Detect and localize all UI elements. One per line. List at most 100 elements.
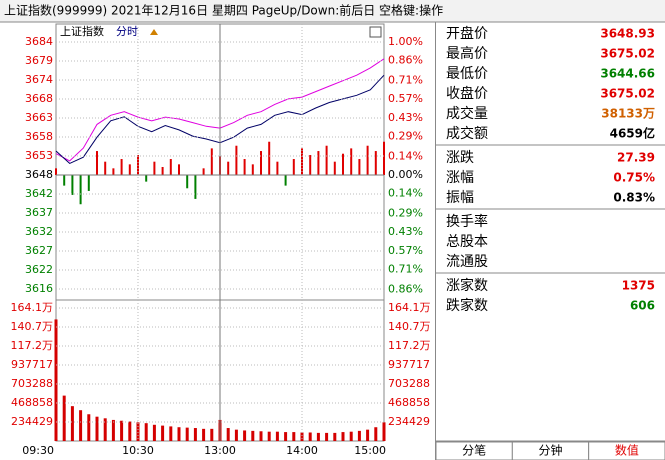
y-tick-label: 234429 [11, 415, 53, 428]
volume-bar [333, 432, 337, 441]
tab[interactable] [588, 441, 665, 460]
panel-label: 最高价 [446, 45, 488, 62]
y-tick-label: 3674 [25, 73, 53, 86]
volume-bar [325, 432, 329, 441]
volume-bar [366, 429, 370, 441]
volume-bar [202, 428, 206, 441]
panel-value: 27.39 [617, 151, 655, 165]
y-tick-label: 3663 [25, 111, 53, 124]
panel-label: 成交额 [446, 125, 488, 142]
panel-label: 开盘价 [446, 25, 488, 42]
tab-label[interactable]: 数值 [615, 443, 639, 458]
x-tick-label: 10:30 [122, 444, 154, 457]
chart-mode[interactable]: 分时 [116, 25, 138, 38]
y-tick-label: 3653 [25, 149, 53, 162]
volume-bar [374, 427, 378, 441]
panel-value: 606 [630, 299, 655, 313]
y-tick-label: 3648 [25, 168, 53, 181]
y-tick-label: 3632 [25, 225, 53, 238]
volume-bar [161, 425, 165, 441]
panel-label: 成交量 [446, 105, 488, 122]
y2-tick-label: 0.86% [388, 54, 423, 67]
y-tick-label: 3684 [25, 35, 53, 48]
marks [54, 58, 386, 441]
y2-tick-label: 0.43% [388, 225, 423, 238]
volume-bar [251, 430, 255, 441]
panel-label: 最低价 [446, 66, 488, 82]
volume-bar [275, 431, 279, 441]
x-tick-label: 15:00 [354, 444, 386, 457]
y2-tick-label: 0.29% [388, 129, 423, 142]
title-bar [0, 0, 665, 22]
panel-value: 1375 [622, 279, 655, 293]
y2-tick-label: 0.57% [388, 244, 423, 257]
volume-bar [210, 428, 214, 441]
panel-value: 0.83% [613, 191, 655, 205]
y-tick-label: 3627 [25, 244, 53, 257]
volume-bar [226, 428, 230, 441]
title-text: 上证指数(999999) 2021年12月16日 星期四 PageUp/Down… [4, 3, 443, 18]
panel-label: 涨幅 [446, 170, 474, 186]
volume-bar [95, 416, 99, 441]
y2-tick-label: 117.2万 [388, 339, 431, 352]
y2-tick-label: 0.14% [388, 187, 423, 200]
panel-label: 换手率 [446, 213, 488, 230]
x-tick-label: 09:30 [22, 444, 54, 457]
y2-tick-label: 140.7万 [388, 320, 431, 333]
y2-tick-label: 703288 [388, 377, 430, 390]
volume-bar [111, 419, 115, 441]
y-tick-label: 140.7万 [11, 320, 54, 333]
tab-label[interactable]: 分笔 [462, 443, 486, 458]
volume-bar [136, 422, 140, 441]
volume-bar [284, 432, 288, 441]
volume-bar [267, 431, 271, 441]
y2-tick-label: 0.43% [388, 111, 423, 124]
chart-title: 上证指数 [60, 24, 104, 38]
volume-bar [185, 427, 189, 441]
panel-label: 涨家数 [446, 277, 488, 294]
panel-value: 3648.93 [600, 27, 655, 41]
tab-label[interactable]: 分钟 [538, 443, 562, 458]
volume-bar [259, 431, 263, 441]
y-tick-label: 3616 [25, 282, 53, 295]
y-tick-label: 3642 [25, 187, 53, 200]
y-tick-label: 164.1万 [11, 301, 54, 314]
panel-value: 38133万 [601, 107, 655, 121]
panel-value: 0.75% [613, 171, 655, 185]
volume-bar [54, 319, 58, 441]
panel-label: 流通股 [446, 254, 488, 270]
y-tick-label: 703288 [11, 377, 53, 390]
volume-bar [152, 424, 156, 441]
icon[interactable] [150, 29, 158, 35]
y2-tick-label: 0.14% [388, 149, 423, 162]
y-tick-label: 3658 [25, 130, 53, 143]
y-tick-label: 3637 [25, 206, 53, 219]
volume-bar [120, 420, 124, 441]
volume-bar [300, 432, 304, 441]
y-tick-label: 117.2万 [11, 339, 54, 352]
volume-bar [87, 414, 91, 441]
x-tick-label: 13:00 [204, 444, 236, 457]
panel-label: 涨跌 [446, 150, 474, 166]
window-button[interactable] [369, 26, 382, 38]
y2-tick-label: 234429 [388, 415, 430, 428]
panel-label: 振幅 [446, 190, 474, 206]
y-tick-label: 937717 [11, 358, 53, 371]
y-tick-label: 3668 [25, 92, 53, 105]
y2-tick-label: 937717 [388, 358, 430, 371]
volume-bar [234, 429, 238, 441]
panel-label: 跌家数 [446, 297, 488, 314]
y-tick-label: 3622 [25, 263, 53, 276]
volume-bar [128, 421, 132, 441]
y2-tick-label: 0.71% [388, 74, 423, 87]
y2-tick-label: 0.00% [388, 168, 423, 181]
volume-bar [177, 427, 181, 441]
y-tick-label: 3679 [25, 54, 53, 67]
panel-value: 4659亿 [610, 126, 655, 141]
panel-label: 收盘价 [446, 85, 488, 102]
volume-bar [341, 432, 345, 441]
volume-bar [316, 432, 320, 441]
y2-tick-label: 468858 [388, 396, 430, 409]
volume-bar [357, 430, 361, 441]
